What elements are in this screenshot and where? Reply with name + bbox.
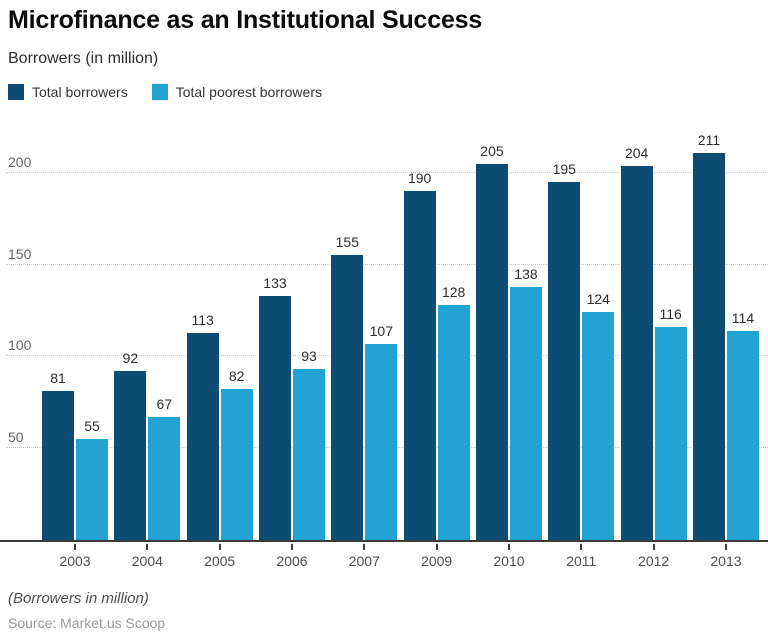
x-axis-label-2005: 2005 (204, 553, 236, 569)
legend-item-total-poorest-borrowers: Total poorest borrowers (151, 84, 322, 100)
bar-value-label-total-poorest-borrowers-2003: 55 (84, 418, 100, 435)
bar-value-label-total-borrowers-2006: 133 (263, 274, 287, 291)
x-axis-tick-2003 (74, 544, 76, 550)
bar-value-label-total-poorest-borrowers-2009: 128 (441, 284, 466, 301)
source-credit: Source: Market.us Scoop (8, 615, 166, 631)
y-tick-label-50: 50 (8, 429, 24, 446)
bar-total-borrowers-2006 (258, 295, 291, 540)
bar-total-poorest-borrowers-2013 (726, 330, 759, 540)
legend-swatch-total-borrowers-icon (8, 84, 24, 100)
x-axis-label-2006: 2006 (276, 553, 308, 569)
x-axis-tick-2012 (652, 544, 655, 550)
x-axis-label-2012: 2012 (638, 553, 670, 569)
bar-value-label-total-poorest-borrowers-2005: 82 (228, 368, 245, 385)
bar-total-poorest-borrowers-2011 (582, 312, 615, 540)
plot-area: 50 100 150 200 81 55 92 67 113 82 133 93 155 107 190 12… (0, 132, 768, 542)
x-axis-tick-2010 (507, 544, 510, 550)
bar-total-poorest-borrowers-2004 (148, 417, 181, 540)
bar-total-borrowers-2012 (620, 165, 653, 540)
bar-value-label-total-borrowers-2010: 205 (480, 142, 504, 159)
bar-total-borrowers-2010 (475, 163, 508, 540)
y-gridline-150 (6, 263, 768, 265)
x-axis-tick-2007 (363, 544, 366, 550)
x-axis-label-2013: 2013 (710, 553, 742, 569)
legend-label-total-poorest-borrowers: Total poorest borrowers (175, 84, 322, 100)
y-tick-label-200: 200 (8, 153, 32, 170)
x-axis-tick-2013 (724, 544, 727, 550)
bar-total-borrowers-2013 (692, 152, 725, 540)
x-axis-label-2004: 2004 (131, 553, 163, 569)
chart-title: Microfinance as an Institutional Success (8, 6, 483, 34)
bar-value-label-total-poorest-borrowers-2013: 114 (731, 309, 755, 326)
bar-value-label-total-borrowers-2013: 211 (697, 131, 721, 148)
legend-item-total-borrowers: Total borrowers (8, 84, 128, 100)
x-axis-label-2011: 2011 (566, 553, 597, 569)
bar-total-borrowers-2005 (186, 332, 219, 540)
bar-total-poorest-borrowers-2010 (509, 286, 542, 540)
bar-value-label-total-poorest-borrowers-2006: 93 (301, 348, 317, 365)
bar-total-borrowers-2009 (403, 191, 436, 540)
bar-value-label-total-borrowers-2003: 81 (50, 370, 66, 387)
bar-total-poorest-borrowers-2003 (76, 439, 108, 540)
y-tick-label-150: 150 (8, 245, 32, 262)
bar-value-label-total-borrowers-2011: 195 (552, 161, 576, 178)
bar-value-label-total-poorest-borrowers-2010: 138 (514, 265, 538, 282)
legend: Total borrowers Total poorest borrowers (8, 84, 322, 100)
x-axis-label-2007: 2007 (348, 553, 380, 569)
x-axis-tick-2009 (435, 544, 438, 550)
bar-value-label-total-borrowers-2012: 204 (624, 144, 649, 161)
bar-total-poorest-borrowers-2012 (654, 327, 687, 540)
bar-value-label-total-poorest-borrowers-2004: 67 (156, 396, 173, 413)
bar-value-label-total-poorest-borrowers-2007: 107 (369, 322, 393, 339)
legend-label-total-borrowers: Total borrowers (32, 84, 128, 100)
chart-subtitle: Borrowers (in million) (8, 50, 159, 67)
x-axis-label-2009: 2009 (421, 553, 453, 569)
axis-unit-note: (Borrowers in million) (8, 590, 149, 607)
bar-value-label-total-borrowers-2009: 190 (407, 170, 432, 187)
bar-value-label-total-borrowers-2005: 113 (191, 311, 214, 328)
bar-value-label-total-borrowers-2007: 155 (335, 234, 359, 251)
bar-total-borrowers-2003 (42, 391, 74, 540)
bar-total-poorest-borrowers-2007 (365, 343, 398, 540)
bar-total-poorest-borrowers-2009 (437, 305, 470, 540)
x-axis-label-2010: 2010 (493, 553, 525, 569)
bar-value-label-total-poorest-borrowers-2011: 124 (586, 291, 610, 308)
x-axis-tick-2011 (580, 544, 583, 550)
x-axis-tick-2004 (146, 544, 149, 550)
bar-total-borrowers-2007 (331, 255, 364, 540)
bar-value-label-total-poorest-borrowers-2012: 116 (659, 306, 682, 323)
bar-total-poorest-borrowers-2006 (292, 369, 325, 540)
legend-swatch-total-poorest-borrowers-icon (151, 84, 168, 100)
y-gridline-200 (6, 171, 768, 173)
bar-total-borrowers-2004 (114, 371, 147, 540)
bar-value-label-total-borrowers-2004: 92 (122, 350, 139, 367)
x-axis-tick-2006 (290, 544, 293, 550)
bar-total-poorest-borrowers-2005 (220, 389, 253, 540)
x-axis-label-2003: 2003 (59, 553, 91, 569)
bar-total-borrowers-2011 (548, 182, 581, 540)
y-tick-label-100: 100 (8, 337, 32, 354)
x-axis-tick-2005 (218, 544, 221, 550)
